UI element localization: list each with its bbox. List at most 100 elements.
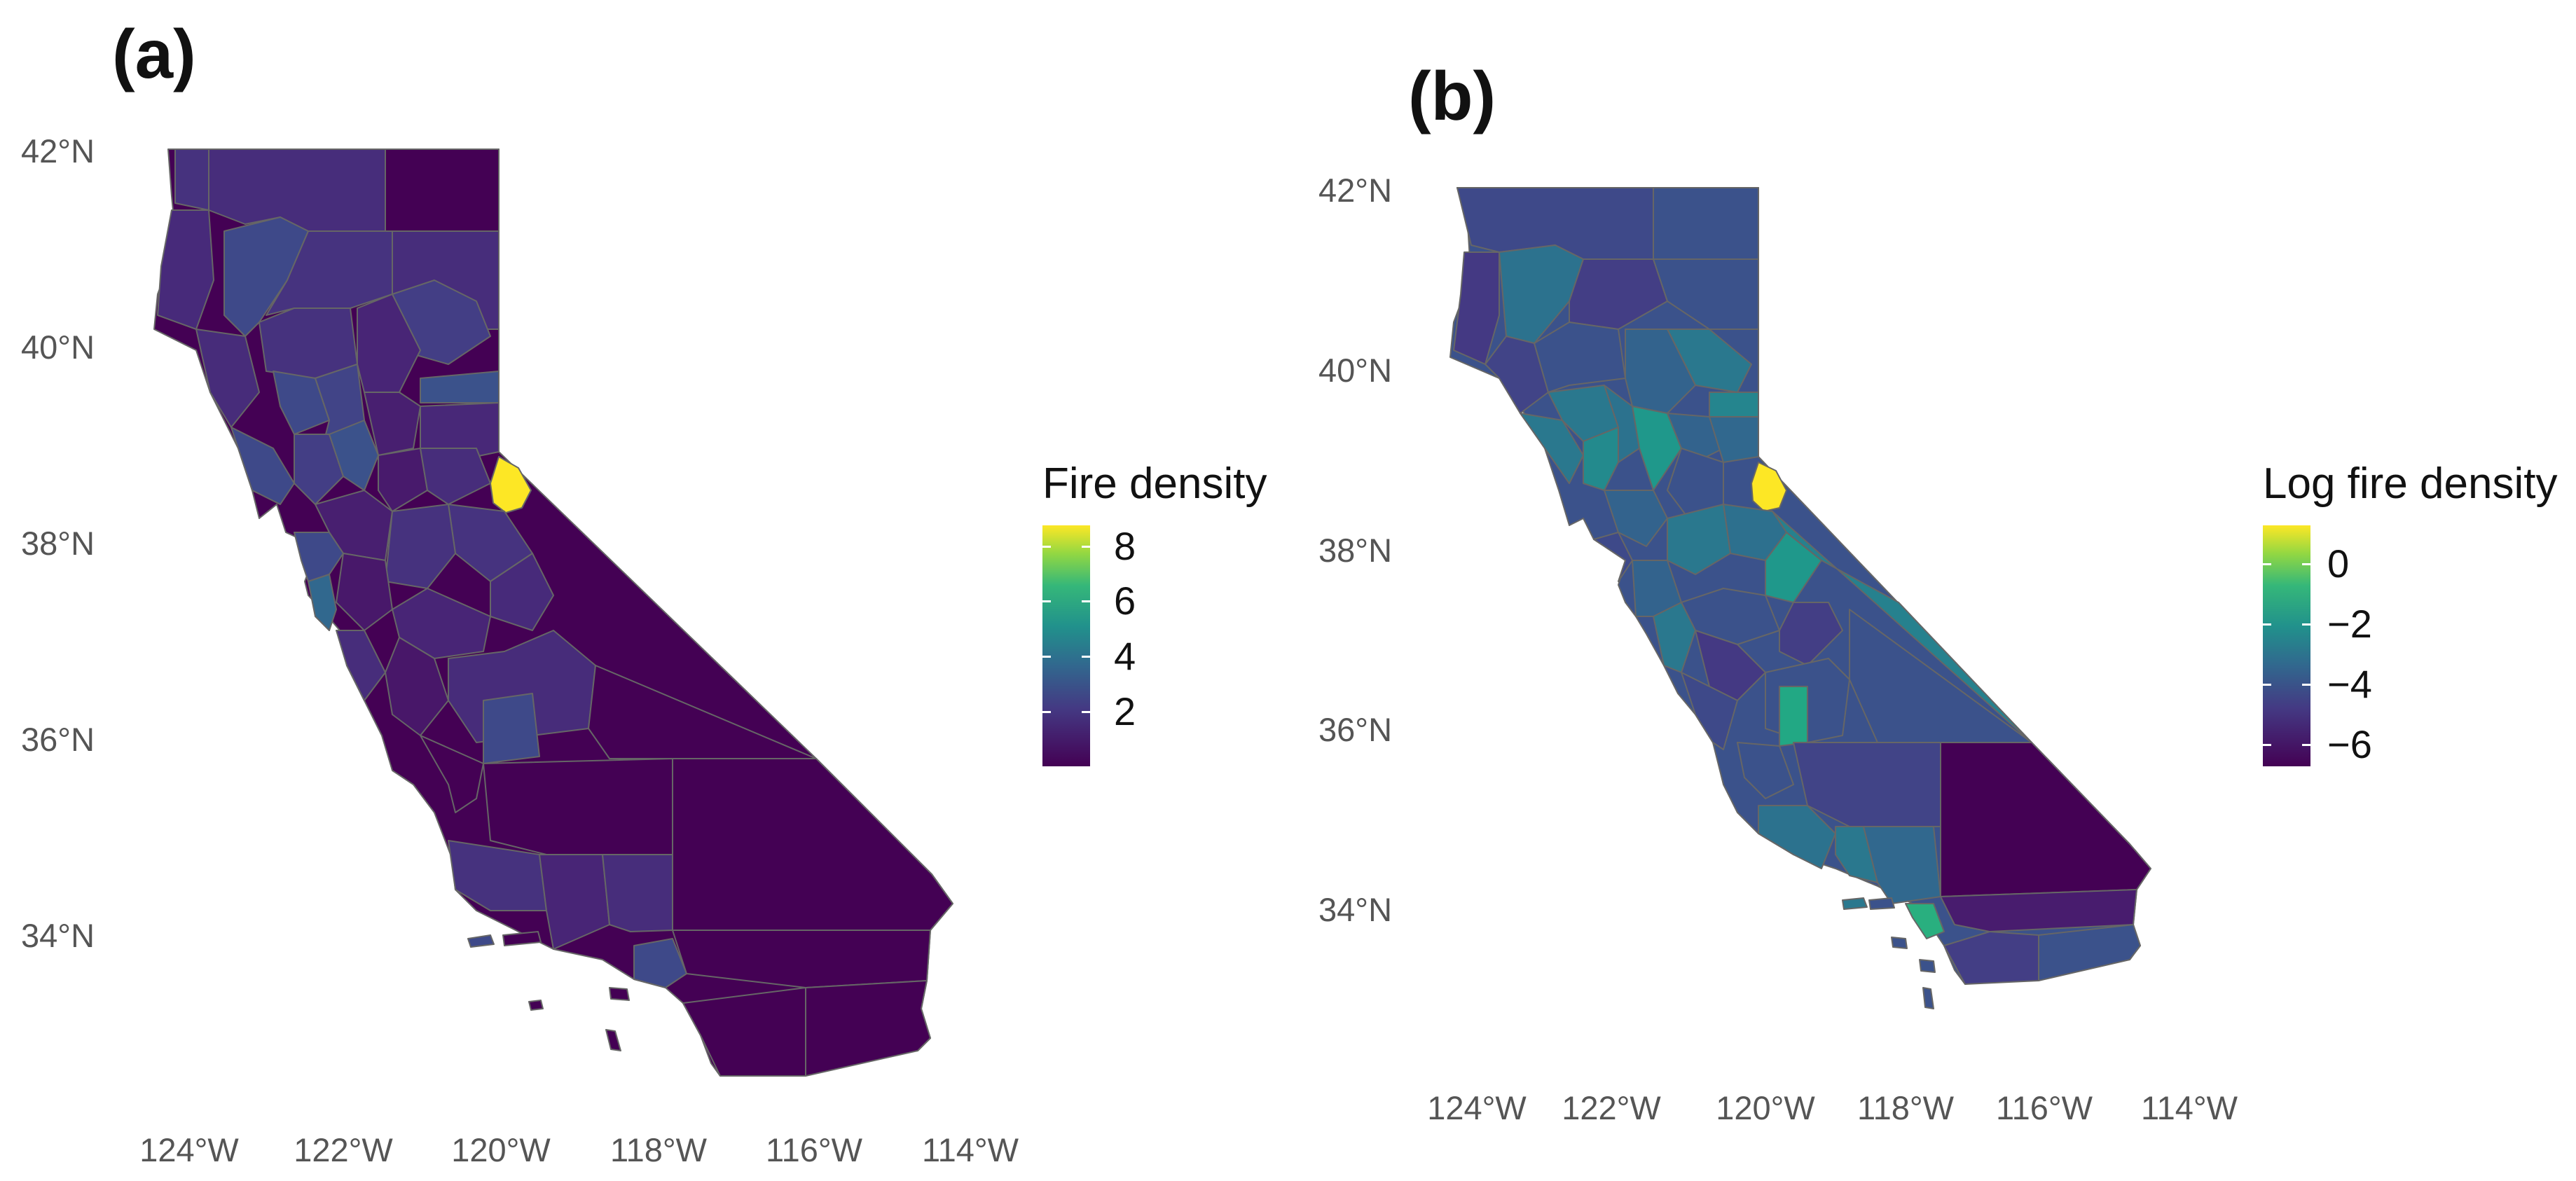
county-region	[259, 308, 358, 379]
x-tick-label: 116°W	[1995, 1089, 2093, 1126]
county-polygons	[153, 149, 953, 1077]
county-region	[1667, 413, 1724, 463]
california-map	[153, 149, 953, 1077]
x-tick-label: 114°W	[2140, 1089, 2238, 1126]
legend-title: Log fire density	[2263, 460, 2558, 508]
county-region	[490, 456, 532, 513]
county-region	[1751, 462, 1787, 512]
y-tick-label: 36°N	[21, 721, 95, 758]
x-tick-label: 120°W	[1716, 1089, 1815, 1126]
county-region	[1779, 686, 1808, 747]
county-region	[223, 216, 309, 337]
y-tick-label: 40°N	[21, 329, 95, 366]
county-region	[805, 980, 931, 1077]
y-tick-label: 42°N	[1318, 172, 1393, 209]
county-region	[420, 448, 491, 505]
county-region	[1653, 602, 1696, 673]
county-region	[588, 665, 817, 759]
county-region	[1737, 742, 1794, 799]
y-tick-label: 42°N	[21, 132, 95, 170]
county-region	[364, 392, 421, 456]
california-map	[1449, 187, 2151, 1009]
county-region	[1681, 672, 1738, 750]
legend-tick-label: −6	[2327, 722, 2372, 766]
legend-tick-label: −4	[2327, 662, 2372, 706]
county-region	[336, 630, 386, 701]
county-region	[294, 434, 344, 505]
x-tick-label: 122°W	[1562, 1089, 1661, 1126]
county-region	[1709, 392, 1759, 417]
panel-a: (a) 42°N 40°N 38°N 36°N 34°N 124°W 122°W…	[21, 15, 1267, 1168]
county-region	[420, 735, 484, 813]
x-tick-label: 116°W	[765, 1131, 863, 1168]
county-region	[448, 840, 547, 911]
x-tick-label: 118°W	[1857, 1089, 1955, 1126]
legend-title: Fire density	[1042, 460, 1267, 508]
county-region	[1849, 609, 2032, 743]
y-tick-label: 38°N	[21, 525, 95, 562]
county-region	[1604, 490, 1668, 547]
x-tick-label: 124°W	[139, 1131, 239, 1168]
county-region	[483, 758, 673, 855]
county-region	[1583, 427, 1619, 491]
county-region	[2038, 924, 2141, 981]
county-region	[230, 427, 295, 505]
county-region	[1593, 532, 1633, 582]
county-region	[483, 693, 540, 764]
county-region	[1863, 826, 1941, 904]
county-region	[195, 329, 260, 428]
legend-tick-label: 2	[1114, 689, 1136, 733]
legend-tick-label: 8	[1114, 524, 1136, 568]
county-region	[208, 149, 386, 232]
county-region	[1667, 504, 1731, 575]
legend-tick-label: 4	[1114, 634, 1136, 678]
y-tick-label: 34°N	[21, 917, 95, 954]
county-region	[174, 149, 209, 211]
county-region	[1765, 532, 1822, 603]
county-region	[467, 934, 495, 948]
county-region	[1922, 987, 1934, 1009]
county-region	[308, 574, 337, 631]
panel-label: (b)	[1408, 57, 1496, 134]
county-region	[539, 854, 610, 950]
county-region	[1653, 187, 1759, 260]
county-region	[1868, 897, 1895, 910]
x-tick-label: 120°W	[451, 1131, 551, 1168]
x-tick-label: 124°W	[1427, 1089, 1527, 1126]
x-tick-label: 114°W	[921, 1131, 1019, 1168]
county-region	[528, 1000, 544, 1011]
county-region	[1653, 258, 1759, 330]
county-region	[1632, 406, 1682, 491]
county-region	[1940, 889, 2137, 932]
county-region	[378, 448, 428, 512]
legend-tick-label: −2	[2327, 602, 2372, 646]
legend-tick-label: 0	[2327, 541, 2350, 586]
county-region	[672, 758, 953, 931]
county-region	[682, 987, 806, 1077]
panel-b: (b) 42°N 40°N 38°N 36°N 34°N 124°W 122°W…	[1289, 0, 2576, 1181]
county-region	[1940, 742, 2151, 897]
y-tick-label: 38°N	[1318, 532, 1393, 569]
county-region	[273, 371, 330, 435]
county-region	[336, 553, 393, 631]
x-tick-label: 122°W	[294, 1131, 393, 1168]
county-region	[1758, 805, 1836, 869]
county-region	[1905, 903, 1945, 939]
county-region	[605, 1029, 621, 1051]
y-tick-label: 34°N	[1318, 891, 1393, 928]
county-region	[633, 938, 687, 988]
county-region	[1604, 385, 1640, 463]
county-region	[502, 931, 542, 946]
county-region	[1695, 630, 1766, 701]
legend-tick-label: 6	[1114, 579, 1136, 623]
county-region	[602, 854, 673, 932]
county-region	[1919, 959, 1936, 973]
legend-colorbar	[1042, 525, 1090, 766]
county-region	[1520, 413, 1584, 484]
county-polygons	[1449, 187, 2151, 1009]
county-region	[385, 149, 500, 232]
county-region	[609, 987, 630, 1001]
county-region	[490, 553, 554, 631]
county-region	[1891, 937, 1908, 949]
panel-label: (a)	[112, 15, 196, 92]
